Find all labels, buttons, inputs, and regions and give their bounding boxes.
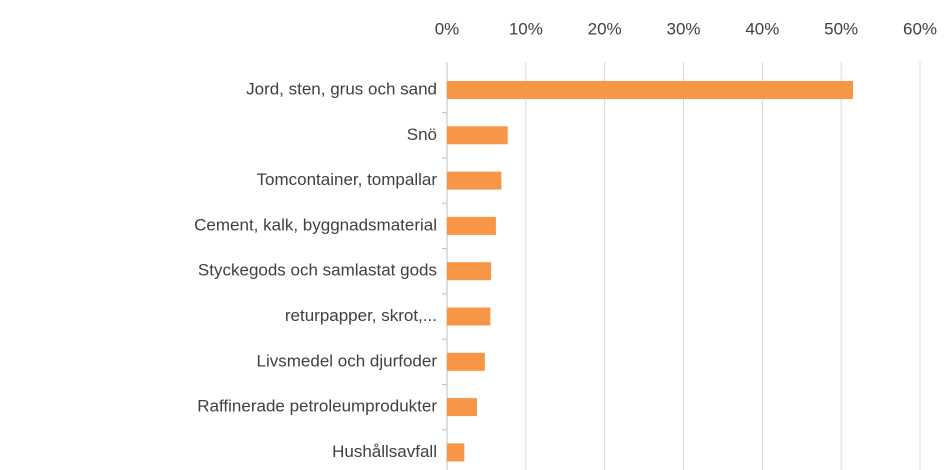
y-tick-label: Jord, sten, grus och sand: [246, 79, 437, 98]
x-tick-label: 40%: [745, 19, 779, 38]
y-tick-label: Hushållsavfall: [332, 442, 437, 461]
bar: [447, 352, 485, 371]
y-tick-label: Cement, kalk, byggnadsmaterial: [194, 215, 437, 234]
x-tick-label: 0%: [435, 19, 460, 38]
y-tick-label: Tomcontainer, tompallar: [257, 170, 438, 189]
bar: [447, 307, 491, 326]
y-tick-label: Styckegods och samlastat gods: [198, 261, 437, 280]
y-tick-label: Livsmedel och djurfoder: [257, 351, 438, 370]
bar: [447, 443, 465, 462]
x-tick-label: 30%: [666, 19, 700, 38]
bar: [447, 216, 496, 235]
bar: [447, 81, 853, 99]
x-tick-label: 50%: [824, 19, 858, 38]
bar: [447, 126, 508, 145]
bar: [447, 262, 492, 281]
x-tick-label: 10%: [509, 19, 543, 38]
x-tick-label: 20%: [588, 19, 622, 38]
y-tick-label: Snö: [407, 125, 437, 144]
y-tick-label: returpapper, skrot,...: [285, 306, 437, 325]
y-tick-label: Raffinerade petroleumprodukter: [197, 397, 437, 416]
x-tick-label: 60%: [903, 19, 937, 38]
bar: [447, 398, 477, 417]
bar: [447, 171, 502, 190]
